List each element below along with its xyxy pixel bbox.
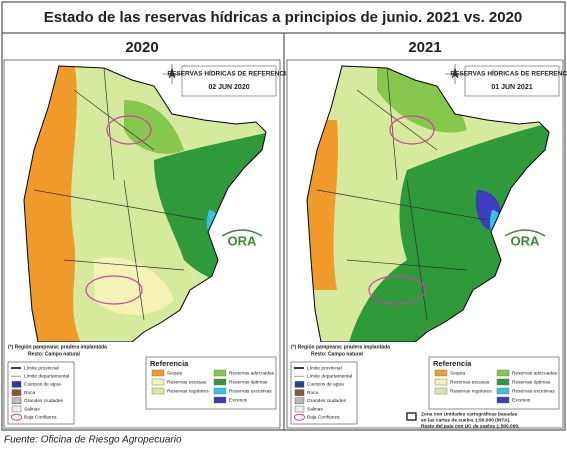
layer-label: Cuerpos de agua xyxy=(307,382,344,388)
legend-label: Reservas adecuadas xyxy=(229,370,275,376)
layer-symbol xyxy=(294,389,305,396)
legend-swatch xyxy=(434,378,448,386)
map-date: 01 JUN 2021 xyxy=(491,84,532,91)
source: Fuente: Oficina de Riesgo Agropecuario xyxy=(4,435,182,446)
legend-title: Referencia xyxy=(433,359,472,368)
layer-symbol xyxy=(294,397,305,404)
logo-arc xyxy=(504,229,546,237)
layer-label: Salinas xyxy=(307,406,323,412)
legend-label: Reservas excesivas xyxy=(229,388,272,394)
legend-label: Reservas óptimas xyxy=(229,379,268,385)
north-arrow xyxy=(445,64,465,84)
low-confidence xyxy=(389,115,435,145)
legend-swatch xyxy=(496,387,510,395)
legend-swatch xyxy=(496,396,510,404)
region xyxy=(94,257,174,315)
low-confidence xyxy=(85,275,143,305)
layer-symbol xyxy=(294,413,305,421)
legend-label: Reservas escasas xyxy=(167,379,207,385)
legend-label: Reservas óptimas xyxy=(512,379,551,385)
layer-symbol xyxy=(11,397,22,404)
layer-label: Salinas xyxy=(24,406,40,412)
north-arrow xyxy=(162,64,182,84)
legend-swatch xyxy=(213,387,227,395)
layer-label: Roca xyxy=(307,390,319,396)
country-outline xyxy=(23,65,267,343)
map-title: RESERVAS HÍDRICAS DE REFERENCIA xyxy=(450,69,567,78)
legend-swatch xyxy=(213,378,227,386)
region xyxy=(124,100,184,154)
zone-note: Zona con Unidades cartográficas basadas xyxy=(421,411,518,417)
legend-swatch xyxy=(213,369,227,377)
legend-swatch xyxy=(213,396,227,404)
legend-label: Reservas escasas xyxy=(450,379,490,385)
legend-label: Reservas regulares xyxy=(450,388,492,394)
panel-year: 2020 xyxy=(125,39,158,56)
note: (*) Región pampeana: pradera implantada xyxy=(8,344,107,350)
logo-arc xyxy=(221,229,263,237)
map-title-box xyxy=(181,65,277,97)
layer-label: Límite departamental xyxy=(24,373,69,379)
panel: 2021 RESERVAS HÍDRICAS DE REFERENCIA 01 JU… xyxy=(286,39,567,429)
logo: ORA xyxy=(511,233,541,248)
legend-swatch xyxy=(496,378,510,386)
layer-symbol xyxy=(11,389,22,396)
country-outline xyxy=(306,65,550,343)
legend-label: Sequía xyxy=(167,370,183,376)
region xyxy=(307,120,339,290)
layer-symbol xyxy=(294,381,305,388)
legend-box xyxy=(428,356,560,410)
low-confidence xyxy=(368,275,426,305)
legend-label: Excesos xyxy=(512,397,531,403)
legend-label: Reservas excesivas xyxy=(512,388,555,394)
layer-label: Grandes ciudades xyxy=(24,398,64,404)
logo: ORA xyxy=(228,233,258,248)
zone-note: Resto del país con UC de suelos 1:500.00… xyxy=(421,423,519,429)
legend-swatch xyxy=(496,369,510,377)
region xyxy=(377,66,467,133)
legend-label: Reservas adecuadas xyxy=(512,370,558,376)
region xyxy=(24,66,84,342)
title: Estado de las reservas hídricas a princi… xyxy=(44,9,523,26)
layer-symbol xyxy=(11,413,22,421)
map-title: RESERVAS HÍDRICAS DE REFERENCIA xyxy=(167,69,291,78)
layer-label: Roca xyxy=(24,390,36,396)
legend-swatch xyxy=(434,369,448,377)
zone-symbol xyxy=(406,412,417,421)
layer-label: Baja Confianza xyxy=(24,414,57,420)
note: Resto: Campo natural xyxy=(311,351,364,357)
panel: 2020 RESERVAS HÍDRICAS DE REFERENCIA 02 JU… xyxy=(3,39,291,429)
low-confidence xyxy=(106,115,152,145)
layer-label: Límite departamental xyxy=(307,373,352,379)
layer-label: Cuerpos de agua xyxy=(24,382,61,388)
layer-label: Baja Confianza xyxy=(307,414,340,420)
panel-year: 2021 xyxy=(408,39,441,56)
layer-label: Límite provincial xyxy=(307,365,342,371)
layer-label: Grandes ciudades xyxy=(307,398,347,404)
legend-label: Reservas regulares xyxy=(167,388,209,394)
legend-label: Sequía xyxy=(450,370,466,376)
layer-symbol xyxy=(11,405,22,413)
legend-title: Referencia xyxy=(150,359,189,368)
note: Resto: Campo natural xyxy=(28,351,81,357)
note: (*) Región pampeana: pradera implantada xyxy=(291,344,390,350)
map-date: 02 JUN 2020 xyxy=(208,84,249,91)
legend-label: Excesos xyxy=(229,397,248,403)
layer-symbol xyxy=(294,405,305,413)
layer-label: Límite provincial xyxy=(24,365,59,371)
legend-swatch xyxy=(151,387,165,395)
zone-note: en las cartas de suelos 1:50.000 (INTA). xyxy=(421,417,511,423)
layer-symbol xyxy=(11,381,22,388)
legend-box xyxy=(145,356,277,410)
legend-swatch xyxy=(151,369,165,377)
map-title-box xyxy=(464,65,560,97)
legend-swatch xyxy=(434,387,448,395)
legend-swatch xyxy=(151,378,165,386)
